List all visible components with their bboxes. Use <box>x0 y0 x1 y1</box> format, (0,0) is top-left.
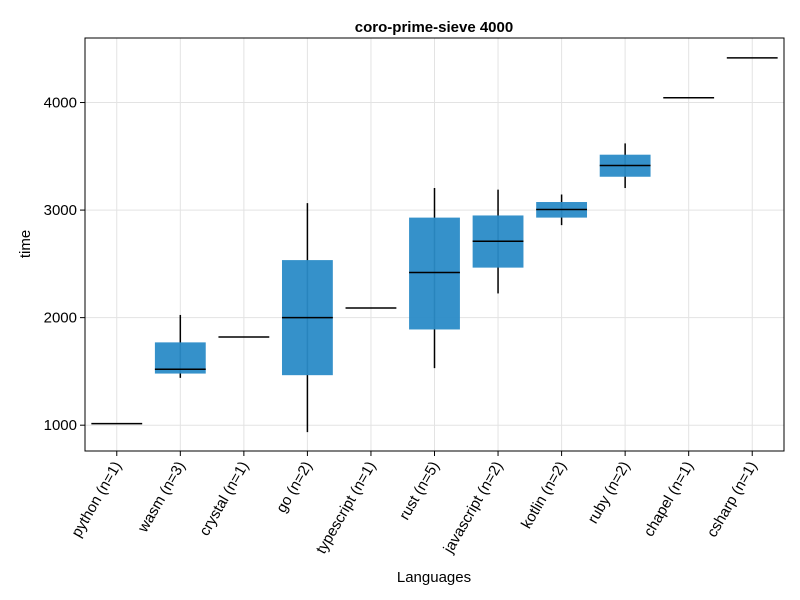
x-tick-label: chapel (n=1) <box>641 459 698 540</box>
box-7 <box>536 194 588 226</box>
box-3 <box>281 203 333 433</box>
box-5 <box>409 188 460 369</box>
x-axis: python (n=1) wasm (n=3) crystal (n=1) go (n… <box>68 451 761 558</box>
x-tick-label: kotlin (n=2) <box>518 459 570 532</box>
y-axis: 1000 2000 3000 4000 <box>44 95 85 434</box>
chart-title: coro-prime-sieve 4000 <box>355 19 513 36</box>
box-8 <box>599 143 651 189</box>
y-tick-label: 2000 <box>44 310 77 327</box>
x-tick-label: typescript (n=1) <box>313 459 380 557</box>
y-tick-label: 1000 <box>44 417 77 434</box>
x-tick-label: csharp (n=1) <box>704 458 761 540</box>
x-tick-label: rust (n=5) <box>396 458 443 522</box>
x-axis-label: Languages <box>397 569 471 586</box>
x-tick-label: javascript (n=2) <box>440 459 507 558</box>
x-tick-label: python (n=1) <box>68 458 125 540</box>
box-6 <box>472 189 524 294</box>
y-axis-label: time <box>17 230 34 258</box>
box-body <box>154 342 206 374</box>
x-tick-label: go (n=2) <box>273 459 316 516</box>
x-tick-label: wasm (n=3) <box>134 459 189 537</box>
box-body <box>409 217 460 330</box>
y-tick-label: 3000 <box>44 202 77 219</box>
box-1 <box>154 314 206 378</box>
boxplot-series <box>91 57 778 433</box>
y-tick-label: 4000 <box>44 95 77 112</box>
x-tick-label: crystal (n=1) <box>196 459 252 539</box>
x-tick-label: ruby (n=2) <box>584 459 633 527</box>
